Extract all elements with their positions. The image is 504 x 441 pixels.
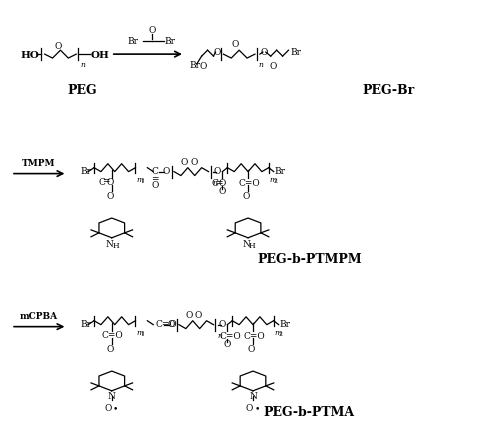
Text: N: N xyxy=(108,392,116,401)
Text: N: N xyxy=(106,240,114,249)
Text: TMPM: TMPM xyxy=(22,159,55,168)
Text: O: O xyxy=(162,167,170,176)
Text: N: N xyxy=(242,240,250,249)
Text: C=O: C=O xyxy=(243,332,265,340)
Text: 2: 2 xyxy=(274,179,278,183)
Text: Br: Br xyxy=(80,167,91,176)
Text: O: O xyxy=(104,404,111,413)
Text: =: = xyxy=(215,179,222,188)
Text: C: C xyxy=(211,179,218,188)
Text: m: m xyxy=(270,176,277,183)
Text: Br: Br xyxy=(127,37,138,46)
Text: O: O xyxy=(200,62,207,71)
Text: m: m xyxy=(275,329,282,336)
Text: C: C xyxy=(98,178,105,187)
Text: O: O xyxy=(106,345,113,355)
Text: 1: 1 xyxy=(141,332,145,336)
Text: O: O xyxy=(245,404,253,413)
Text: O: O xyxy=(260,48,268,56)
Text: Br: Br xyxy=(165,37,175,46)
Text: Br: Br xyxy=(280,320,291,329)
Text: H: H xyxy=(248,242,256,250)
Text: m: m xyxy=(137,176,144,183)
Text: Br: Br xyxy=(190,61,201,71)
Text: =: = xyxy=(102,178,109,187)
Text: 1: 1 xyxy=(141,179,145,183)
Text: O: O xyxy=(219,179,226,188)
Text: O: O xyxy=(195,311,203,320)
Text: n: n xyxy=(259,61,264,69)
Text: PEG: PEG xyxy=(68,84,97,97)
Text: O: O xyxy=(180,158,187,167)
Text: O: O xyxy=(148,26,155,35)
Text: O: O xyxy=(214,48,221,56)
Text: PEG-Br: PEG-Br xyxy=(362,84,414,97)
Text: O: O xyxy=(219,320,226,329)
Text: PEG-b-PTMA: PEG-b-PTMA xyxy=(264,406,355,419)
Text: 2: 2 xyxy=(279,332,283,336)
Text: OH: OH xyxy=(91,51,110,60)
Text: O: O xyxy=(247,345,255,355)
Text: Br: Br xyxy=(275,167,286,176)
Text: O: O xyxy=(269,62,276,71)
Text: C=O: C=O xyxy=(155,320,177,329)
Text: C: C xyxy=(152,167,159,176)
Text: O: O xyxy=(106,192,113,202)
Text: PEG-b-PTMPM: PEG-b-PTMPM xyxy=(257,253,361,265)
Text: m: m xyxy=(137,329,144,336)
Text: O: O xyxy=(106,178,113,187)
Text: O: O xyxy=(55,42,62,51)
Text: O: O xyxy=(190,158,198,167)
Text: N: N xyxy=(249,392,257,401)
Text: C=O: C=O xyxy=(219,332,241,341)
Text: C=O: C=O xyxy=(238,179,260,187)
Text: O: O xyxy=(224,340,231,349)
Text: n: n xyxy=(217,332,222,340)
Text: HO: HO xyxy=(21,51,40,60)
Text: O: O xyxy=(231,40,239,49)
Text: n: n xyxy=(80,61,85,69)
Text: O: O xyxy=(167,320,175,329)
Text: C=O: C=O xyxy=(102,331,123,340)
Text: O: O xyxy=(214,167,221,176)
Text: O: O xyxy=(219,187,226,196)
Text: mCPBA: mCPBA xyxy=(20,312,58,321)
Text: Br: Br xyxy=(80,320,91,329)
Text: H: H xyxy=(112,242,119,250)
Text: Br: Br xyxy=(290,48,301,56)
Text: •: • xyxy=(254,405,260,414)
Text: O: O xyxy=(242,192,250,202)
Text: n: n xyxy=(213,179,217,187)
Text: •: • xyxy=(113,405,118,414)
Text: O: O xyxy=(185,311,193,320)
Text: O: O xyxy=(152,181,159,190)
Text: =: = xyxy=(152,175,159,184)
